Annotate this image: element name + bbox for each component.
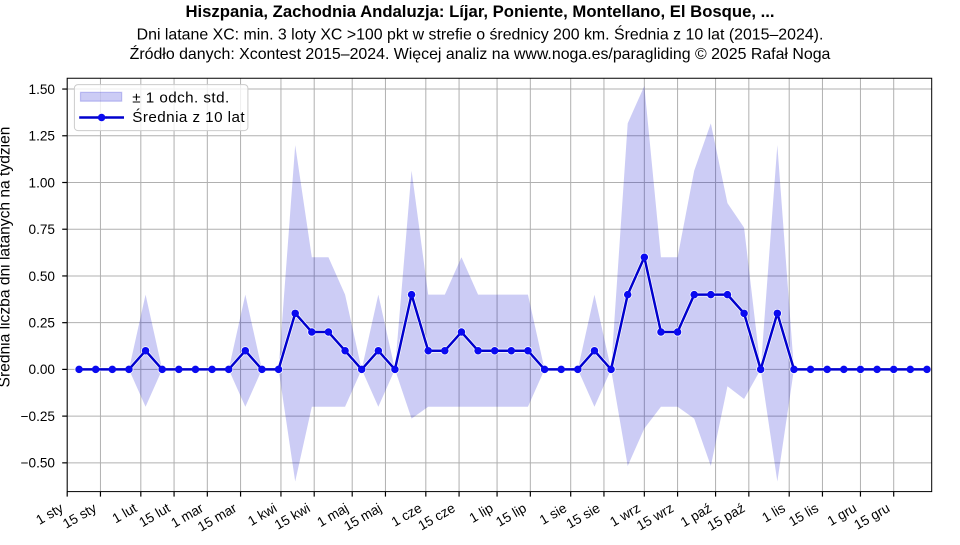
svg-text:Źródło danych: Xcontest 2015–2: Źródło danych: Xcontest 2015–2024. Więce… xyxy=(130,44,831,63)
svg-text:Średnia liczba dni latanych na: Średnia liczba dni latanych na tydzień xyxy=(0,127,14,388)
svg-text:−0.25: −0.25 xyxy=(21,409,55,424)
svg-text:Dni latane XC: min. 3 loty XC: Dni latane XC: min. 3 loty XC >100 pkt w… xyxy=(137,25,824,44)
svg-text:Średnia z 10 lat: Średnia z 10 lat xyxy=(132,108,245,126)
svg-text:Hiszpania, Zachodnia Andaluzja: Hiszpania, Zachodnia Andaluzja: Líjar, P… xyxy=(185,2,774,21)
svg-text:1.50: 1.50 xyxy=(29,82,56,97)
svg-text:0.25: 0.25 xyxy=(29,315,55,330)
svg-text:1.00: 1.00 xyxy=(29,175,56,190)
svg-text:0.75: 0.75 xyxy=(29,222,55,237)
svg-text:0.50: 0.50 xyxy=(29,269,56,284)
svg-text:0.00: 0.00 xyxy=(29,362,56,377)
svg-text:−0.50: −0.50 xyxy=(21,456,56,471)
svg-text:± 1 odch. std.: ± 1 odch. std. xyxy=(132,90,229,107)
svg-text:1.25: 1.25 xyxy=(29,129,55,144)
